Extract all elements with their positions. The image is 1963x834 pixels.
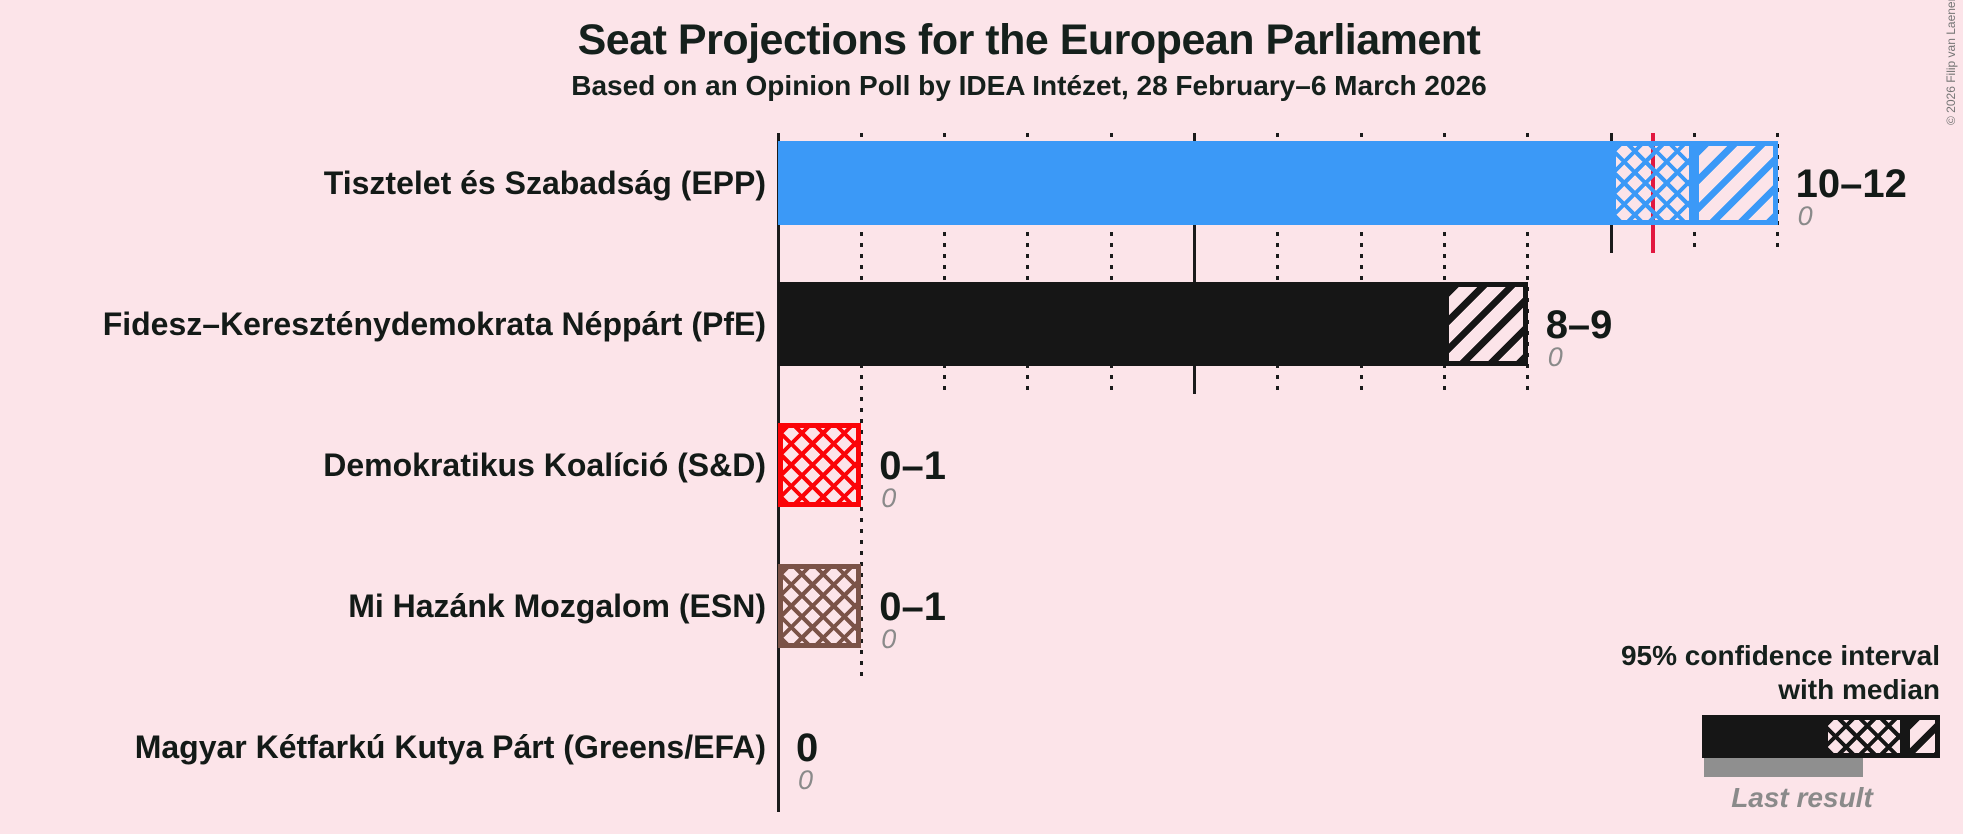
gridline-seat-7 [1359,133,1363,394]
bar-0-solid-segment [778,141,1611,225]
legend-ci-label-line1: 95% confidence interval [1620,640,1940,671]
gridline-seat-8 [1442,133,1446,394]
party-label-3: Mi Hazánk Mozgalom (ESN) [348,588,766,624]
legend-ci-diagonal-segment [1905,715,1940,758]
value-label-0: 10–12 [1795,162,1907,206]
legend-ci-label-line2: with median [1778,674,1940,705]
gridline-seat-4 [1109,133,1113,394]
gridline-seat-5 [1193,133,1196,394]
bar-1-solid-segment [778,282,1445,366]
value-label-2: 0–1 [879,444,947,488]
bar-3-crosshatch-segment [778,564,862,648]
value-label-1: 8–9 [1545,303,1613,347]
party-label-0: Tisztelet és Szabadság (EPP) [323,165,766,201]
gridline-seat-3 [1026,133,1030,394]
gridline-seat-9 [1526,133,1530,394]
gridline-seat-12 [1776,133,1780,253]
legend-ci-solid-segment [1702,715,1823,758]
legend-ci-bar [1702,715,1940,758]
gridline-seat-1 [859,133,863,676]
chart-subtitle: Based on an Opinion Poll by IDEA Intézet… [571,70,1487,101]
last-result-value-3: 0 [881,624,897,654]
gridline-seat-2 [943,133,947,394]
last-result-value-4: 0 [798,765,814,795]
legend-ci-crosshatch-segment [1823,715,1905,758]
party-label-4: Magyar Kétfarkú Kutya Párt (Greens/EFA) [134,729,766,765]
legend-last-result-label: Last result [1731,782,1873,813]
party-label-1: Fidesz–Kereszténydemokrata Néppárt (PfE) [102,306,766,342]
bar-2-crosshatch-segment [778,423,862,507]
last-result-value-1: 0 [1547,342,1563,372]
copyright-text: © 2026 Filip van Laenen [1944,0,1958,125]
value-label-4: 0 [796,726,819,770]
value-label-3: 0–1 [879,585,947,629]
party-label-2: Demokratikus Koalíció (S&D) [323,447,766,483]
bar-0-crosshatch-segment [1611,141,1695,225]
legend-last-result-bar [1704,758,1863,777]
chart-title: Seat Projections for the European Parlia… [577,16,1481,64]
last-result-value-0: 0 [1797,201,1813,231]
last-result-value-2: 0 [881,483,897,513]
gridline-seat-6 [1276,133,1280,394]
bar-0-diagonal-segment [1694,141,1778,225]
bar-1-diagonal-segment [1444,282,1528,366]
